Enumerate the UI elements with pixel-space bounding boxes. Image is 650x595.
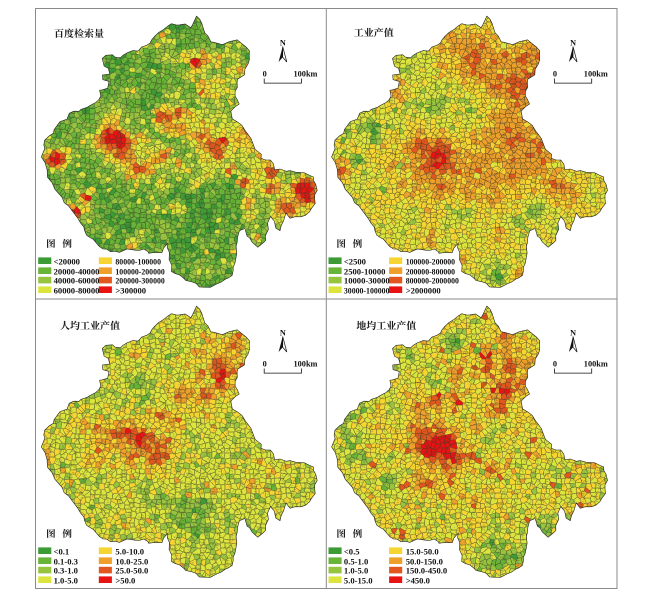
svg-text:>450.0: >450.0 [406,575,430,585]
svg-text:0: 0 [553,69,557,78]
svg-text:<20000: <20000 [54,256,80,266]
svg-text:0: 0 [263,359,267,368]
svg-text:1.0-5.0: 1.0-5.0 [54,575,78,585]
svg-text:<0.1: <0.1 [54,546,70,556]
svg-text:>2000000: >2000000 [406,285,441,295]
svg-text:0.3-1.0: 0.3-1.0 [54,566,78,576]
svg-text:80000-100000: 80000-100000 [115,256,161,266]
svg-text:100km: 100km [584,69,608,78]
svg-text:5.0-15.0: 5.0-15.0 [344,575,373,585]
svg-text:N: N [570,38,576,47]
svg-text:1.0-5.0: 1.0-5.0 [344,566,368,576]
svg-text:N: N [280,38,286,47]
svg-text:100km: 100km [294,359,318,368]
svg-text:10.0-25.0: 10.0-25.0 [115,556,148,566]
svg-text:N: N [280,328,286,337]
svg-text:0.1-0.3: 0.1-0.3 [54,556,78,566]
svg-text:<2500: <2500 [344,256,366,266]
svg-text:100km: 100km [294,69,318,78]
svg-text:200000-800000: 200000-800000 [406,266,455,276]
svg-text:0: 0 [553,359,557,368]
svg-text:100000-200000: 100000-200000 [406,256,455,266]
svg-text:30000-100000: 30000-100000 [344,285,390,295]
svg-text:15.0-50.0: 15.0-50.0 [406,546,439,556]
svg-text:N: N [570,328,576,337]
svg-text:25.0-50.0: 25.0-50.0 [115,566,148,576]
svg-text:60000-80000: 60000-80000 [54,285,100,295]
svg-text:>50.0: >50.0 [115,575,135,585]
svg-text:150.0-450.0: 150.0-450.0 [406,566,448,576]
svg-text:5.0-10.0: 5.0-10.0 [115,546,144,556]
svg-text:100000-200000: 100000-200000 [115,266,164,276]
svg-text:40000-60000: 40000-60000 [54,276,100,286]
svg-text:10000-30000: 10000-30000 [344,276,390,286]
svg-text:0: 0 [263,69,267,78]
svg-text:2500-10000: 2500-10000 [344,266,386,276]
svg-text:0.5-1.0: 0.5-1.0 [344,556,368,566]
svg-text:<0.5: <0.5 [344,546,360,556]
svg-text:>300000: >300000 [115,285,146,295]
svg-text:100km: 100km [584,359,608,368]
svg-text:200000-300000: 200000-300000 [115,276,164,286]
svg-text:20000-40000: 20000-40000 [54,266,100,276]
svg-text:50.0-150.0: 50.0-150.0 [406,556,443,566]
svg-text:800000-2000000: 800000-2000000 [406,276,459,286]
